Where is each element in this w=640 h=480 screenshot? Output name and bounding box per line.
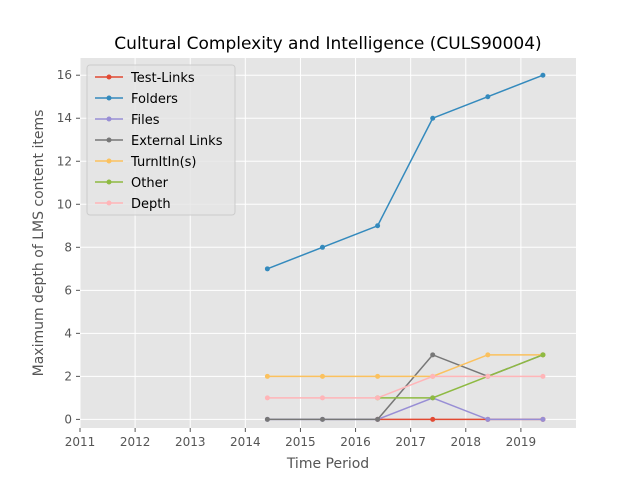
series-depth bbox=[264, 373, 546, 401]
y-tick-label: 2 bbox=[64, 369, 72, 383]
x-axis-label: Time Period bbox=[286, 456, 369, 472]
y-tick-label: 6 bbox=[64, 283, 72, 297]
x-tick-label: 2018 bbox=[451, 435, 482, 449]
legend-marker bbox=[106, 179, 112, 185]
data-point bbox=[485, 373, 491, 379]
legend-item: Test-Links bbox=[95, 71, 195, 86]
data-point bbox=[319, 395, 325, 401]
y-tick-label: 8 bbox=[64, 240, 72, 254]
series-line bbox=[267, 375, 543, 399]
data-point bbox=[485, 94, 491, 100]
legend: Test-Links Folders Files External Links Turn… bbox=[86, 64, 236, 216]
y-axis-label: Maximum depth of LMS content items bbox=[31, 110, 47, 377]
data-point bbox=[540, 352, 546, 358]
legend-item: TurnItIn(s) bbox=[95, 155, 196, 170]
data-point bbox=[430, 395, 436, 401]
data-point bbox=[485, 352, 491, 358]
legend-label: Files bbox=[131, 113, 160, 128]
data-point bbox=[319, 373, 325, 379]
legend-marker bbox=[106, 200, 112, 206]
data-point bbox=[430, 352, 436, 358]
chart-title: Cultural Complexity and Intelligence (CU… bbox=[114, 34, 541, 54]
y-tick-label: 4 bbox=[64, 326, 72, 340]
data-point bbox=[430, 416, 436, 422]
x-tick-label: 2016 bbox=[340, 435, 371, 449]
data-point bbox=[375, 395, 381, 401]
y-tick-label: 10 bbox=[57, 197, 72, 211]
legend-marker bbox=[106, 95, 112, 101]
x-tick-label: 2014 bbox=[230, 435, 261, 449]
legend-label: Test-Links bbox=[130, 71, 195, 86]
legend-item: Folders bbox=[95, 92, 178, 107]
y-tick-label: 14 bbox=[57, 111, 72, 125]
legend-item: Depth bbox=[95, 197, 171, 212]
data-point bbox=[540, 72, 546, 78]
series-line bbox=[267, 354, 543, 378]
data-point bbox=[264, 416, 270, 422]
legend-frame bbox=[86, 64, 236, 216]
data-point bbox=[264, 266, 270, 272]
legend-item: Other bbox=[95, 176, 169, 191]
data-point bbox=[485, 416, 491, 422]
legend-label: TurnItIn(s) bbox=[130, 155, 196, 170]
legend-label: Other bbox=[131, 176, 169, 191]
legend-item: External Links bbox=[95, 134, 223, 149]
data-point bbox=[319, 244, 325, 250]
series-turnitin-s bbox=[264, 352, 546, 379]
legend-marker bbox=[106, 137, 112, 143]
series-line bbox=[267, 74, 544, 270]
legend-marker bbox=[106, 116, 112, 122]
x-tick-label: 2017 bbox=[395, 435, 426, 449]
data-point bbox=[430, 373, 436, 379]
data-point bbox=[375, 373, 381, 379]
legend-item: Files bbox=[95, 113, 160, 128]
y-axis-ticks: 0 2 4 6 8 10 12 14 16 bbox=[57, 68, 80, 426]
x-tick-label: 2013 bbox=[175, 435, 206, 449]
legend-label: External Links bbox=[131, 134, 223, 149]
y-tick-label: 0 bbox=[64, 412, 72, 426]
legend-marker bbox=[106, 158, 112, 164]
data-point bbox=[319, 416, 325, 422]
x-axis-ticks: 2011 2012 2013 2014 2015 2016 2017 2018 2019 bbox=[65, 428, 536, 449]
legend-marker bbox=[106, 74, 112, 80]
data-point bbox=[540, 416, 546, 422]
data-point bbox=[430, 115, 436, 121]
data-point bbox=[264, 395, 270, 401]
y-tick-label: 16 bbox=[57, 68, 72, 82]
y-tick-label: 12 bbox=[57, 154, 72, 168]
data-point bbox=[264, 373, 270, 379]
x-tick-label: 2011 bbox=[65, 435, 96, 449]
legend-label: Depth bbox=[131, 197, 171, 212]
data-point bbox=[375, 223, 381, 229]
data-series bbox=[264, 72, 546, 422]
x-tick-label: 2015 bbox=[285, 435, 316, 449]
data-point bbox=[375, 416, 381, 422]
x-tick-label: 2012 bbox=[120, 435, 151, 449]
series-folders bbox=[264, 72, 546, 272]
legend-label: Folders bbox=[131, 92, 178, 107]
x-tick-label: 2019 bbox=[506, 435, 537, 449]
data-point bbox=[540, 373, 546, 379]
